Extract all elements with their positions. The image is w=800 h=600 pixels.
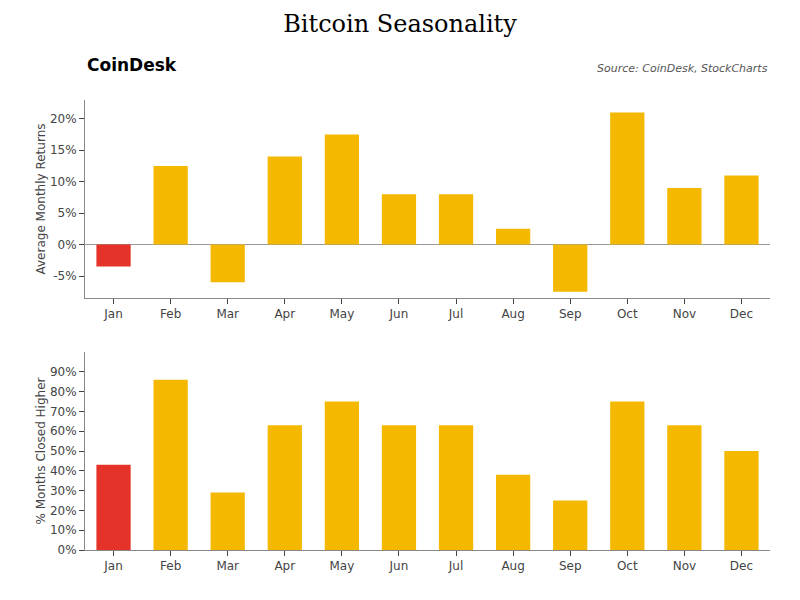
svg-text:Source: CoinDesk, StockCharts: Source: CoinDesk, StockCharts bbox=[597, 62, 768, 75]
svg-text:Apr: Apr bbox=[274, 307, 295, 321]
svg-text:Sep: Sep bbox=[559, 307, 582, 321]
svg-text:15%: 15% bbox=[50, 143, 77, 157]
svg-text:Dec: Dec bbox=[730, 559, 753, 573]
svg-text:Bitcoin Seasonality: Bitcoin Seasonality bbox=[283, 10, 517, 38]
svg-text:CoinDesk: CoinDesk bbox=[87, 55, 177, 75]
svg-text:May: May bbox=[329, 559, 354, 573]
svg-text:20%: 20% bbox=[50, 112, 77, 126]
svg-text:70%: 70% bbox=[50, 405, 77, 419]
svg-text:% Months Closed Higher: % Months Closed Higher bbox=[34, 377, 48, 524]
svg-text:Oct: Oct bbox=[617, 307, 638, 321]
svg-text:20%: 20% bbox=[50, 504, 77, 518]
svg-text:10%: 10% bbox=[50, 175, 77, 189]
svg-text:-5%: -5% bbox=[53, 269, 76, 283]
svg-text:Nov: Nov bbox=[673, 559, 696, 573]
svg-text:Feb: Feb bbox=[160, 559, 181, 573]
svg-text:0%: 0% bbox=[58, 543, 77, 557]
svg-text:Mar: Mar bbox=[216, 307, 239, 321]
svg-text:Feb: Feb bbox=[160, 307, 181, 321]
svg-text:Mar: Mar bbox=[216, 559, 239, 573]
svg-text:80%: 80% bbox=[50, 385, 77, 399]
svg-text:50%: 50% bbox=[50, 444, 77, 458]
svg-text:Apr: Apr bbox=[274, 559, 295, 573]
svg-text:90%: 90% bbox=[50, 365, 77, 379]
svg-text:0%: 0% bbox=[58, 238, 77, 252]
svg-text:30%: 30% bbox=[50, 484, 77, 498]
svg-text:Aug: Aug bbox=[501, 559, 524, 573]
svg-text:Oct: Oct bbox=[617, 559, 638, 573]
svg-text:Jul: Jul bbox=[448, 559, 463, 573]
svg-text:Dec: Dec bbox=[730, 307, 753, 321]
svg-text:May: May bbox=[329, 307, 354, 321]
svg-text:Average Monthly Returns: Average Monthly Returns bbox=[34, 123, 48, 274]
svg-text:Jun: Jun bbox=[389, 307, 409, 321]
svg-text:Jul: Jul bbox=[448, 307, 463, 321]
svg-text:Aug: Aug bbox=[501, 307, 524, 321]
svg-text:Jun: Jun bbox=[389, 559, 409, 573]
svg-text:Jan: Jan bbox=[103, 559, 123, 573]
svg-text:5%: 5% bbox=[58, 206, 77, 220]
svg-text:Jan: Jan bbox=[103, 307, 123, 321]
svg-text:60%: 60% bbox=[50, 424, 77, 438]
svg-text:10%: 10% bbox=[50, 523, 77, 537]
svg-text:40%: 40% bbox=[50, 464, 77, 478]
svg-text:Sep: Sep bbox=[559, 559, 582, 573]
svg-text:Nov: Nov bbox=[673, 307, 696, 321]
